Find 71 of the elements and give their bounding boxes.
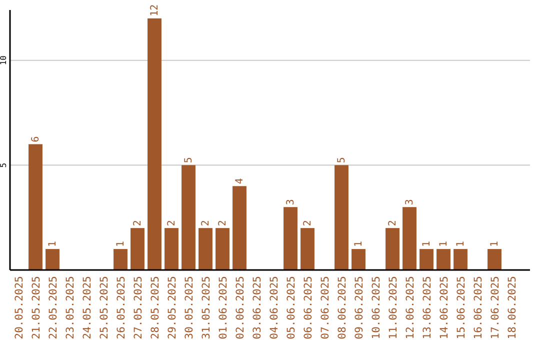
data-label: 1 — [438, 241, 450, 248]
x-tick-label: 11.06.2025 — [388, 276, 400, 340]
x-tick-label: 05.06.2025 — [286, 276, 298, 340]
y-tick-label: 10 — [0, 55, 8, 66]
bar — [284, 207, 298, 270]
bar — [28, 144, 42, 270]
x-tick-label: 18.06.2025 — [506, 276, 518, 340]
x-tick-label: 10.06.2025 — [370, 276, 382, 340]
x-tick-label: 17.06.2025 — [490, 276, 502, 340]
bar — [420, 249, 434, 270]
bar — [436, 249, 450, 270]
bar — [164, 228, 178, 270]
data-label: 1 — [116, 241, 126, 248]
data-label: 2 — [218, 220, 228, 226]
x-tick-label: 04.06.2025 — [268, 276, 280, 340]
x-tick-label: 16.06.2025 — [472, 276, 484, 340]
bar — [300, 228, 314, 270]
x-tick-label: 20.05.2025 — [14, 276, 26, 340]
data-label: 1 — [490, 241, 500, 248]
x-tick-label: 09.06.2025 — [354, 276, 366, 340]
data-label: 3 — [404, 199, 416, 206]
x-tick-label: 12.06.2025 — [404, 276, 416, 340]
x-tick-label: 07.06.2025 — [320, 276, 332, 340]
x-tick-label: 21.05.2025 — [30, 276, 42, 340]
data-label: 2 — [166, 220, 178, 226]
x-tick-label: 01.06.2025 — [218, 276, 230, 340]
data-label: 5 — [336, 157, 348, 164]
x-tick-label: 06.06.2025 — [302, 276, 314, 340]
bar — [454, 249, 468, 270]
bar — [488, 249, 502, 270]
data-label: 2 — [302, 220, 314, 226]
x-tick-label: 26.05.2025 — [116, 276, 128, 340]
bar — [114, 249, 128, 270]
bar — [198, 228, 212, 270]
bar — [216, 228, 230, 270]
x-tick-label: 14.06.2025 — [438, 276, 450, 340]
bar — [232, 186, 246, 270]
data-label: 1 — [354, 241, 364, 248]
x-tick-label: 30.05.2025 — [184, 276, 196, 340]
data-label: 5 — [184, 157, 194, 164]
bar — [402, 207, 416, 270]
data-label: 2 — [388, 220, 398, 226]
x-tick-label: 27.05.2025 — [132, 276, 144, 340]
data-label: 1 — [48, 241, 58, 248]
data-label: 3 — [286, 199, 296, 206]
x-tick-label: 25.05.2025 — [98, 276, 110, 340]
bar — [130, 228, 144, 270]
x-tick-label: 13.06.2025 — [422, 276, 434, 340]
bar — [182, 165, 196, 270]
data-label: 6 — [30, 136, 42, 142]
data-label: 1 — [456, 241, 466, 248]
bar — [334, 165, 348, 270]
x-tick-label: 28.05.2025 — [150, 276, 162, 340]
data-label: 2 — [200, 220, 212, 226]
bar — [386, 228, 400, 270]
bar — [148, 18, 162, 270]
bar — [46, 249, 60, 270]
x-tick-label: 02.06.2025 — [234, 276, 246, 340]
x-tick-label: 15.06.2025 — [456, 276, 468, 340]
bar — [352, 249, 366, 270]
x-tick-label: 29.05.2025 — [166, 276, 178, 340]
data-label: 2 — [132, 220, 144, 226]
x-tick-label: 31.05.2025 — [200, 276, 212, 340]
data-label: 4 — [234, 178, 246, 184]
x-tick-label: 24.05.2025 — [82, 276, 94, 340]
x-tick-label: 22.05.2025 — [48, 276, 60, 340]
x-tick-label: 08.06.2025 — [336, 276, 348, 340]
data-label: 1 — [422, 241, 432, 248]
x-tick-label: 23.05.2025 — [64, 276, 76, 340]
x-tick-label: 03.06.2025 — [252, 276, 264, 340]
data-label: 12 — [150, 4, 160, 16]
